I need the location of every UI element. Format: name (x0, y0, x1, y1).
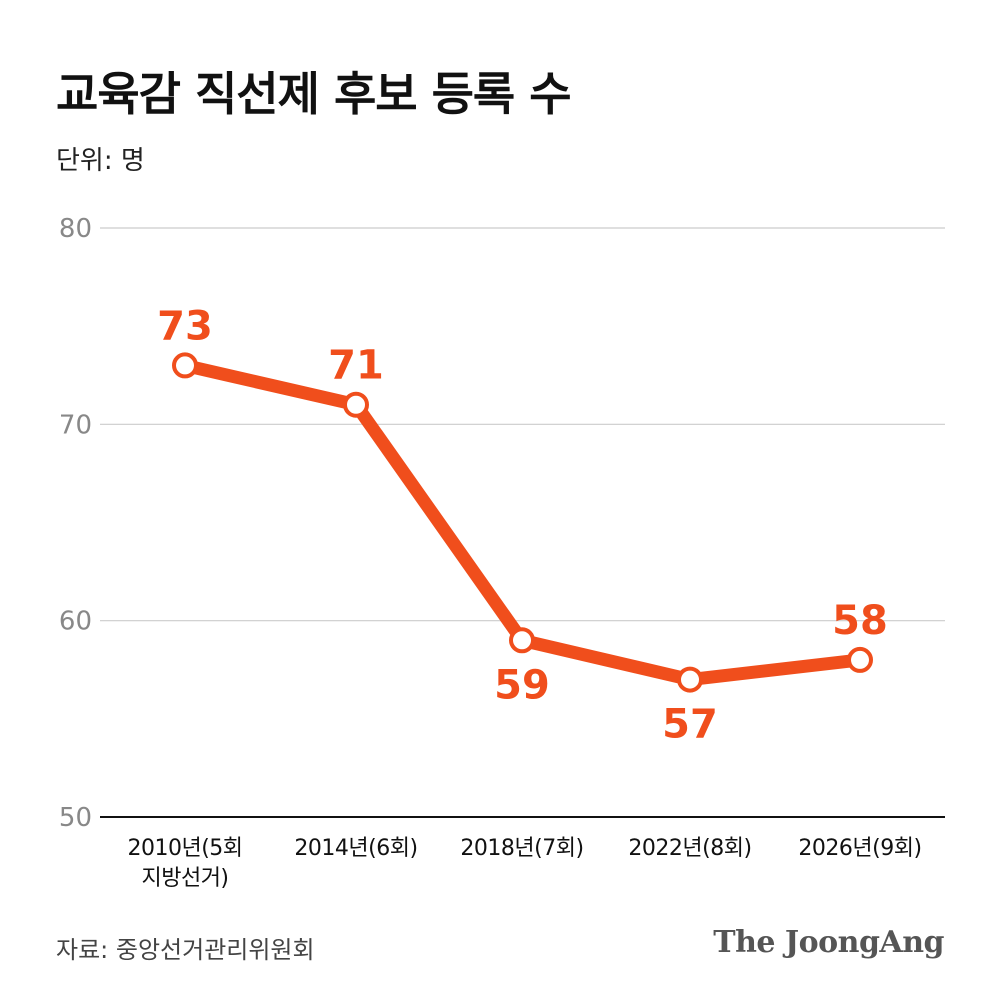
y-tick-label: 60 (59, 607, 92, 637)
data-markers (172, 352, 873, 693)
unit-label: 단위: 명 (56, 146, 145, 176)
x-axis-ticks: 2010년(5회 지방선거) 2014년(6회) 2018년(7회) 2022년(8회)… (127, 836, 922, 891)
y-axis-ticks: 50 60 70 80 (59, 214, 92, 833)
source-note: 자료: 중앙선거관리위원회 (56, 936, 315, 964)
data-labels: 73 71 59 57 58 (157, 303, 888, 747)
data-label: 71 (328, 343, 384, 389)
data-point (172, 352, 198, 379)
chart-title: 교육감 직선제 후보 등록 수 (56, 67, 572, 121)
data-label: 58 (832, 598, 888, 644)
data-point (677, 666, 703, 693)
y-tick-label: 70 (59, 410, 92, 440)
data-point (509, 627, 535, 654)
x-tick-label: 2022년(8회) (628, 836, 751, 861)
brand-logo: The JoongAng (713, 925, 944, 960)
y-tick-label: 50 (59, 803, 92, 833)
x-tick-label: 2010년(5회 지방선거) (127, 836, 242, 891)
data-point (847, 646, 873, 673)
x-tick-label: 2014년(6회) (294, 836, 417, 861)
data-label: 57 (662, 702, 718, 748)
x-tick-label: 2018년(7회) (460, 836, 583, 861)
data-label: 59 (494, 662, 550, 708)
data-label: 73 (157, 303, 213, 349)
grid-lines (100, 227, 945, 818)
y-tick-label: 80 (59, 214, 92, 244)
data-point (343, 391, 369, 418)
x-tick-label: 2026년(9회) (798, 836, 921, 861)
